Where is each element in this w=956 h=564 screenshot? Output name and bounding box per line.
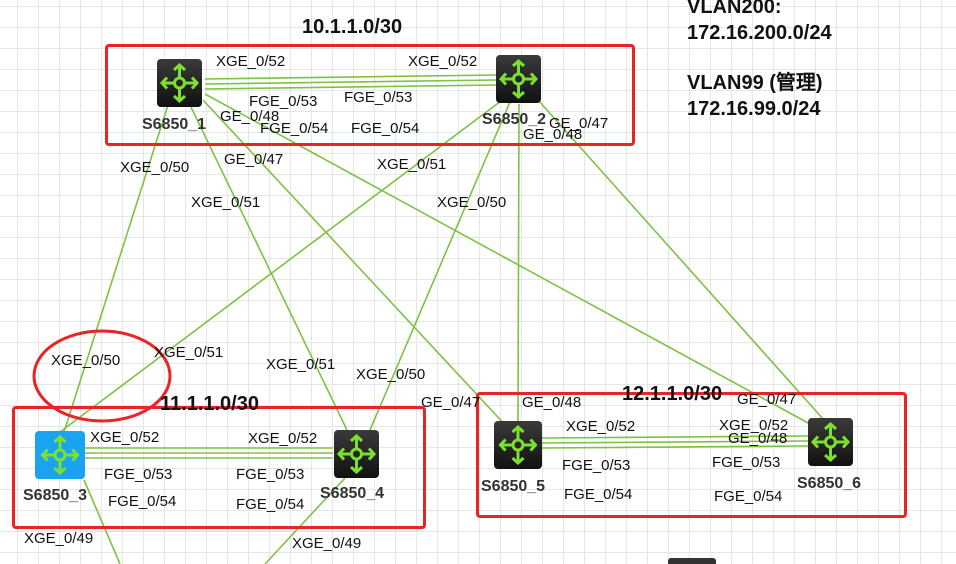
vlan-info: VLAN200: 172.16.200.0/24 VLAN99 (管理) 172…: [687, 0, 832, 122]
port-label: XGE_0/52: [216, 53, 286, 70]
port-label: FGE_0/53: [562, 457, 631, 474]
switch-icon: [336, 433, 377, 475]
link-2-6: [537, 99, 825, 421]
port-label: XGE_0/52: [408, 53, 478, 70]
port-label: FGE_0/53: [104, 466, 173, 483]
switch-s6850-6[interactable]: [808, 418, 853, 466]
link-2-4: [369, 101, 511, 431]
port-label: FGE_0/53: [712, 454, 781, 471]
vlan99-net: 172.16.99.0/24: [687, 98, 821, 120]
subnet-label-1: 10.1.1.0/30: [302, 16, 403, 38]
port-label: XGE_0/50: [356, 366, 426, 383]
port-label: XGE_0/52: [566, 418, 636, 435]
port-label: XGE_0/50: [120, 159, 190, 176]
switch-icon: [498, 424, 538, 466]
port-label: GE_0/48: [220, 108, 280, 125]
link-3-down: [83, 479, 121, 564]
link-1-5: [202, 99, 509, 429]
switch-s6850-1[interactable]: [157, 59, 202, 107]
port-label: FGE_0/54: [108, 493, 177, 510]
port-label: GE_0/47: [737, 391, 797, 408]
port-label: FGE_0/54: [564, 486, 633, 503]
port-label: XGE_0/51: [154, 344, 224, 361]
subnet-box-2: [12, 406, 426, 529]
port-label: FGE_0/53: [236, 466, 305, 483]
port-label: XGE_0/52: [90, 429, 160, 446]
switch-s6850-3[interactable]: [35, 431, 85, 479]
port-label: XGE_0/49: [24, 530, 94, 547]
port-label: XGE_0/50: [51, 352, 121, 369]
vlan200-label: VLAN200:: [687, 0, 782, 18]
port-label: FGE_0/54: [236, 496, 305, 513]
vlan200-net: 172.16.200.0/24: [687, 22, 832, 44]
switch-s6850-2[interactable]: [496, 55, 541, 103]
subnet-box-1: [105, 44, 635, 146]
port-label: GE_0/47: [549, 115, 609, 132]
port-label: XGE_0/52: [719, 417, 789, 434]
link-1-6: [204, 93, 811, 425]
port-label: GE_0/48: [728, 430, 788, 447]
switch-icon: [810, 421, 851, 463]
device-label-4: S6850_4: [320, 485, 385, 502]
subnet-label-2: 11.1.1.0/30: [160, 393, 259, 415]
vlan99-label: VLAN99 (管理): [687, 72, 823, 94]
link-1-3: [63, 104, 169, 433]
switch-icon: [498, 58, 539, 100]
port-label: FGE_0/53: [344, 89, 413, 106]
port-label: FGE_0/54: [351, 120, 420, 137]
link-2-3: [59, 97, 506, 433]
port-label: GE_0/47: [224, 151, 284, 168]
partial-switch-icon: [668, 558, 716, 564]
switch-s6850-5[interactable]: [494, 421, 542, 469]
subnet-box-3: [476, 392, 907, 518]
link-1-4: [189, 104, 348, 431]
subnet-label-3: 12.1.1.0/30: [622, 383, 723, 405]
switch-icon: [40, 434, 80, 476]
port-label: FGE_0/53: [249, 93, 318, 110]
port-label: FGE_0/54: [260, 120, 329, 137]
device-label-5: S6850_5: [481, 478, 546, 495]
port-label: XGE_0/51: [191, 194, 261, 211]
device-label-1: S6850_1: [142, 116, 207, 133]
port-label: XGE_0/49: [292, 535, 362, 552]
highlight-circle: [32, 329, 172, 423]
switch-icon: [159, 62, 200, 104]
switch-s6850-4[interactable]: [334, 430, 379, 478]
port-label: XGE_0/50: [437, 194, 507, 211]
link-4-down: [264, 477, 346, 564]
port-label: GE_0/48: [523, 126, 583, 143]
device-label-6: S6850_6: [797, 475, 862, 492]
port-label: XGE_0/51: [266, 356, 336, 373]
device-label-2: S6850_2: [482, 111, 547, 128]
link-2-5: [517, 103, 520, 423]
port-label: GE_0/48: [522, 394, 582, 411]
device-label-3: S6850_3: [23, 487, 88, 504]
port-label: XGE_0/51: [377, 156, 447, 173]
port-label: GE_0/47: [421, 394, 481, 411]
port-label: XGE_0/52: [248, 430, 318, 447]
port-label: FGE_0/54: [714, 488, 783, 505]
